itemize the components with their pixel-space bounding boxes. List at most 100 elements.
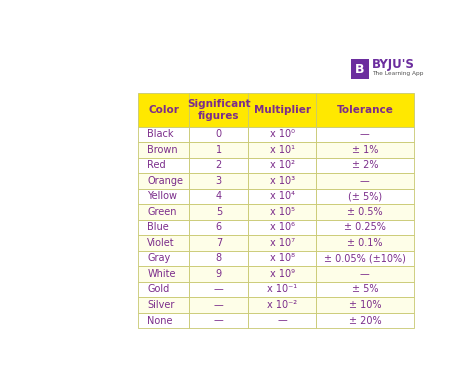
- Bar: [248, 142, 316, 158]
- Text: x 10¹: x 10¹: [270, 145, 295, 155]
- Text: x 10⁶: x 10⁶: [270, 222, 295, 232]
- Text: —: —: [360, 269, 370, 279]
- Text: Green: Green: [147, 207, 177, 217]
- Text: Color: Color: [148, 105, 179, 115]
- Bar: [138, 251, 189, 266]
- Text: 3: 3: [216, 176, 222, 186]
- Text: Blue: Blue: [147, 222, 169, 232]
- Text: 8: 8: [216, 253, 222, 264]
- Text: ± 20%: ± 20%: [348, 316, 381, 325]
- Bar: [138, 173, 189, 188]
- Bar: [189, 251, 248, 266]
- Bar: [316, 204, 414, 220]
- Bar: [189, 93, 248, 127]
- Text: x 10⁻²: x 10⁻²: [267, 300, 297, 310]
- Bar: [189, 188, 248, 204]
- Bar: [316, 313, 414, 328]
- Text: B: B: [356, 63, 365, 75]
- Text: —: —: [360, 129, 370, 139]
- Text: 6: 6: [216, 222, 222, 232]
- Bar: [316, 158, 414, 173]
- Text: Yellow: Yellow: [147, 192, 177, 201]
- Bar: [248, 188, 316, 204]
- Bar: [189, 142, 248, 158]
- Text: ± 10%: ± 10%: [348, 300, 381, 310]
- Text: Significant
figures: Significant figures: [187, 99, 251, 121]
- Bar: [316, 93, 414, 127]
- Bar: [316, 235, 414, 251]
- Bar: [248, 235, 316, 251]
- Text: x 10⁻¹: x 10⁻¹: [267, 285, 297, 294]
- Text: None: None: [147, 316, 173, 325]
- Text: —: —: [277, 316, 287, 325]
- Text: 5: 5: [216, 207, 222, 217]
- Text: The Learning App: The Learning App: [372, 71, 423, 76]
- Text: Orange: Orange: [147, 176, 183, 186]
- Text: x 10⁹: x 10⁹: [270, 269, 295, 279]
- Bar: [189, 158, 248, 173]
- Text: 2: 2: [216, 160, 222, 170]
- Bar: [189, 282, 248, 297]
- Bar: [189, 220, 248, 235]
- Text: ± 0.05% (±10%): ± 0.05% (±10%): [324, 253, 406, 264]
- Text: —: —: [214, 285, 224, 294]
- Bar: [248, 220, 316, 235]
- Text: 4: 4: [216, 192, 222, 201]
- Bar: [248, 313, 316, 328]
- Bar: [316, 188, 414, 204]
- Bar: [316, 127, 414, 142]
- Text: —: —: [214, 300, 224, 310]
- Bar: [248, 266, 316, 282]
- Text: 7: 7: [216, 238, 222, 248]
- Text: 1: 1: [216, 145, 222, 155]
- Text: ± 1%: ± 1%: [352, 145, 378, 155]
- Text: 0: 0: [216, 129, 222, 139]
- Text: 9: 9: [216, 269, 222, 279]
- Text: x 10⁵: x 10⁵: [270, 207, 295, 217]
- Bar: [248, 93, 316, 127]
- Bar: [138, 220, 189, 235]
- Text: Silver: Silver: [147, 300, 175, 310]
- Bar: [248, 251, 316, 266]
- Text: x 10²: x 10²: [270, 160, 295, 170]
- Bar: [138, 297, 189, 313]
- Bar: [138, 266, 189, 282]
- Text: x 10⁴: x 10⁴: [270, 192, 295, 201]
- Bar: [248, 127, 316, 142]
- Bar: [138, 204, 189, 220]
- Text: ± 0.5%: ± 0.5%: [347, 207, 383, 217]
- Bar: [351, 58, 369, 80]
- Bar: [248, 158, 316, 173]
- Bar: [316, 251, 414, 266]
- Bar: [138, 235, 189, 251]
- Bar: [189, 204, 248, 220]
- Bar: [138, 188, 189, 204]
- Text: ± 2%: ± 2%: [352, 160, 378, 170]
- Bar: [138, 142, 189, 158]
- Bar: [316, 142, 414, 158]
- Text: x 10⁸: x 10⁸: [270, 253, 295, 264]
- Text: —: —: [214, 316, 224, 325]
- Text: Violet: Violet: [147, 238, 175, 248]
- Bar: [189, 297, 248, 313]
- Bar: [138, 313, 189, 328]
- Text: BYJU'S: BYJU'S: [372, 58, 415, 71]
- Bar: [248, 204, 316, 220]
- Bar: [138, 282, 189, 297]
- Text: ± 0.25%: ± 0.25%: [344, 222, 386, 232]
- Text: Gold: Gold: [147, 285, 170, 294]
- Bar: [189, 235, 248, 251]
- Bar: [189, 313, 248, 328]
- Bar: [248, 297, 316, 313]
- Bar: [189, 127, 248, 142]
- Bar: [189, 266, 248, 282]
- Bar: [138, 127, 189, 142]
- Text: Black: Black: [147, 129, 174, 139]
- Bar: [316, 282, 414, 297]
- Text: Red: Red: [147, 160, 166, 170]
- Bar: [248, 282, 316, 297]
- Text: (± 5%): (± 5%): [348, 192, 382, 201]
- Text: Brown: Brown: [147, 145, 178, 155]
- Text: Multiplier: Multiplier: [254, 105, 310, 115]
- Text: x 10⁰: x 10⁰: [270, 129, 295, 139]
